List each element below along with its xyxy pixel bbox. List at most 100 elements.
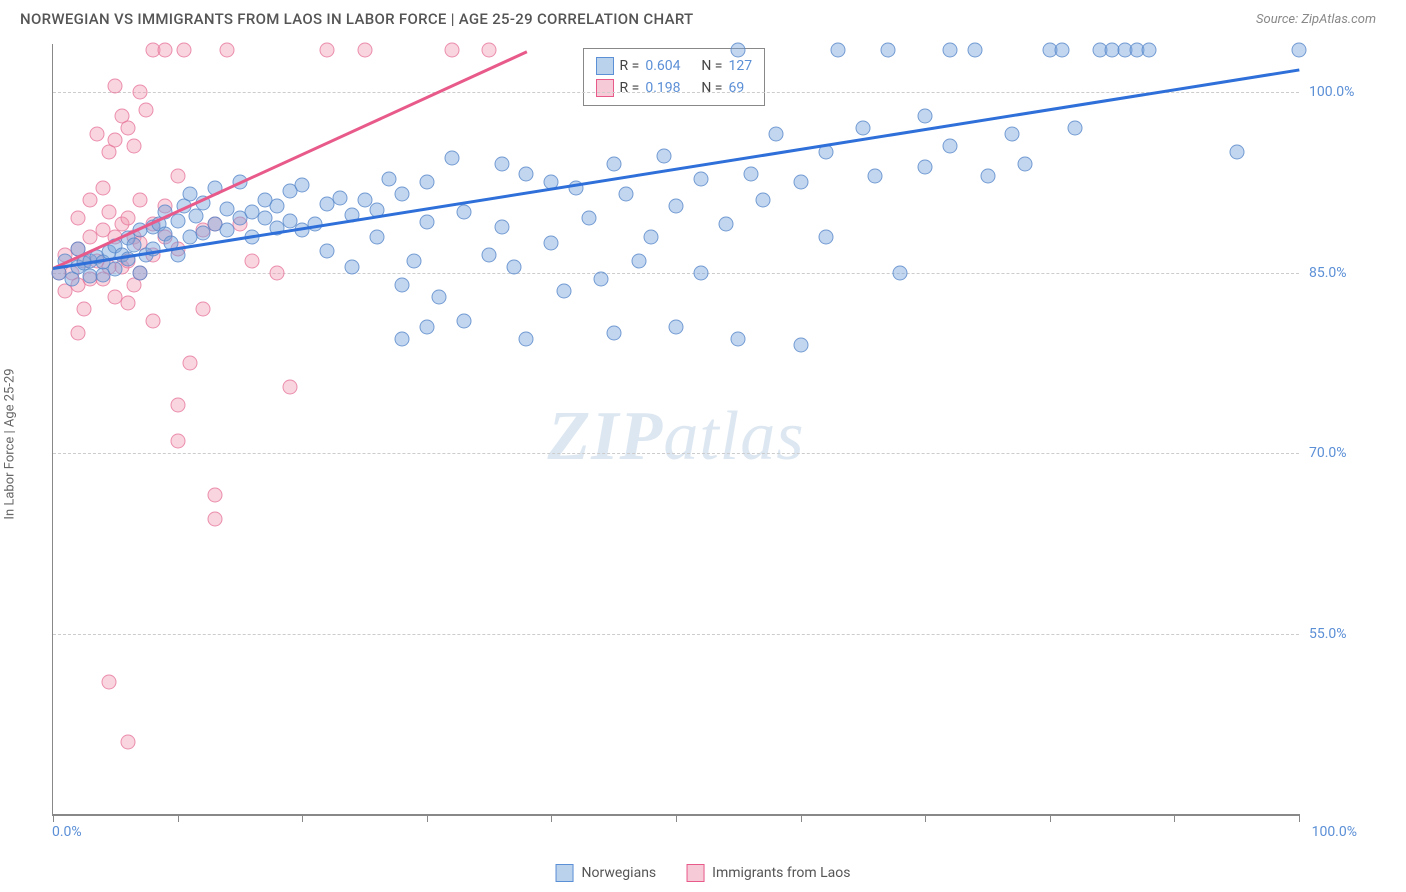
data-point (95, 181, 110, 196)
data-point (756, 193, 771, 208)
data-point (1142, 43, 1157, 58)
data-point (220, 43, 235, 58)
data-point (102, 674, 117, 689)
legend-label: Immigrants from Laos (712, 865, 850, 881)
data-point (594, 271, 609, 286)
data-point (818, 229, 833, 244)
x-tick (676, 814, 677, 822)
data-point (108, 133, 123, 148)
y-tick-label: 70.0% (1309, 445, 1389, 461)
legend-label: Norwegians (582, 865, 657, 881)
data-point (394, 187, 409, 202)
data-point (507, 259, 522, 274)
chart-title: NORWEGIAN VS IMMIGRANTS FROM LAOS IN LAB… (20, 10, 694, 28)
data-point (731, 331, 746, 346)
data-point (1005, 127, 1020, 142)
source-attribution: Source: ZipAtlas.com (1256, 12, 1376, 27)
data-point (70, 211, 85, 226)
data-point (133, 193, 148, 208)
chart-header: NORWEGIAN VS IMMIGRANTS FROM LAOS IN LAB… (0, 0, 1406, 36)
data-point (170, 169, 185, 184)
data-point (170, 434, 185, 449)
data-point (158, 43, 173, 58)
data-point (270, 265, 285, 280)
x-tick (1174, 814, 1175, 822)
legend-item: Immigrants from Laos (686, 864, 850, 882)
data-point (868, 169, 883, 184)
stats-legend-row: R =0.198N =69 (596, 77, 753, 99)
x-tick (427, 814, 428, 822)
data-point (1067, 121, 1082, 136)
data-point (145, 313, 160, 328)
legend-item: Norwegians (556, 864, 657, 882)
data-point (1017, 157, 1032, 172)
data-point (207, 488, 222, 503)
data-point (743, 166, 758, 181)
data-point (793, 175, 808, 190)
data-point (133, 85, 148, 100)
data-point (1292, 43, 1307, 58)
data-point (444, 151, 459, 166)
data-point (1229, 145, 1244, 160)
data-point (126, 139, 141, 154)
data-point (544, 235, 559, 250)
gridline (53, 92, 1299, 93)
data-point (855, 121, 870, 136)
data-point (176, 43, 191, 58)
x-axis-max-label: 100.0% (1312, 824, 1357, 840)
data-point (295, 177, 310, 192)
data-point (89, 127, 104, 142)
data-point (320, 43, 335, 58)
data-point (768, 127, 783, 142)
x-tick (53, 814, 54, 822)
data-point (120, 121, 135, 136)
legend-swatch-icon (596, 57, 614, 75)
data-point (457, 313, 472, 328)
watermark: ZIPatlas (548, 397, 805, 477)
data-point (108, 261, 123, 276)
y-tick-label: 55.0% (1309, 626, 1389, 642)
legend-swatch-icon (686, 864, 704, 882)
plot-area: ZIPatlas R =0.604N =127R =0.198N =69 55.… (52, 44, 1299, 816)
data-point (419, 319, 434, 334)
data-point (918, 109, 933, 124)
data-point (581, 211, 596, 226)
data-point (693, 265, 708, 280)
data-point (170, 397, 185, 412)
x-tick (801, 814, 802, 822)
x-tick (178, 814, 179, 822)
data-point (457, 205, 472, 220)
data-point (183, 355, 198, 370)
data-point (693, 171, 708, 186)
data-point (394, 331, 409, 346)
data-point (369, 229, 384, 244)
data-point (494, 219, 509, 234)
data-point (220, 223, 235, 238)
data-point (893, 265, 908, 280)
data-point (419, 215, 434, 230)
data-point (133, 265, 148, 280)
data-point (432, 289, 447, 304)
data-point (245, 253, 260, 268)
data-point (482, 247, 497, 262)
data-point (880, 43, 895, 58)
data-point (394, 277, 409, 292)
data-point (482, 43, 497, 58)
gridline (53, 453, 1299, 454)
data-point (669, 199, 684, 214)
data-point (270, 199, 285, 214)
data-point (606, 157, 621, 172)
gridline (53, 273, 1299, 274)
x-tick (302, 814, 303, 822)
data-point (444, 43, 459, 58)
data-point (207, 512, 222, 527)
stats-legend-row: R =0.604N =127 (596, 55, 753, 77)
data-point (980, 169, 995, 184)
legend-swatch-icon (596, 79, 614, 97)
data-point (102, 205, 117, 220)
data-point (195, 301, 210, 316)
bottom-legend: Norwegians Immigrants from Laos (556, 864, 851, 882)
data-point (189, 209, 204, 224)
y-tick-label: 85.0% (1309, 265, 1389, 281)
data-point (77, 301, 92, 316)
